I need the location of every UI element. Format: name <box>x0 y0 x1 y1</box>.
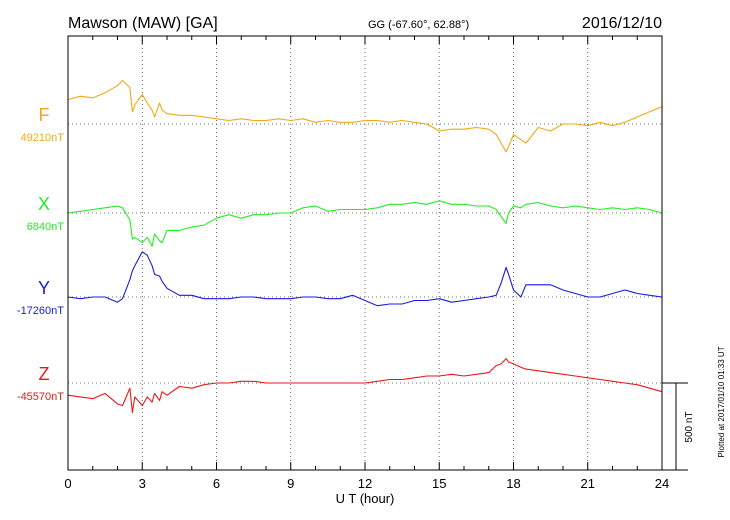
grid-lines <box>67 36 663 470</box>
station-title: Mawson (MAW) [GA] <box>68 15 218 32</box>
series-line-x <box>67 200 663 247</box>
series-name-x: X <box>38 194 50 214</box>
series-baseline-f: 49210nT <box>21 132 65 144</box>
series-line-f <box>67 79 663 153</box>
scale-bar: 500 nT <box>662 382 695 471</box>
station-coords: GG (-67.60°, 62.88°) <box>368 19 469 31</box>
scale-bar-label: 500 nT <box>684 411 695 442</box>
x-tick-label: 0 <box>64 476 71 491</box>
x-tick-label: 6 <box>213 476 220 491</box>
plotted-timestamp: Plotted at 2017/01/10 01:33 UT <box>717 346 726 457</box>
x-tick-label: 9 <box>287 476 294 491</box>
series-line-y <box>67 251 663 307</box>
x-tick-label: 21 <box>581 476 595 491</box>
series-name-y: Y <box>38 278 50 298</box>
series-baseline-y: -17260nT <box>17 305 64 317</box>
x-tick-label: 18 <box>506 476 520 491</box>
x-axis-label: U T (hour) <box>336 491 395 506</box>
x-tick-labels: 0 3 6 9 12 15 18 21 24 <box>64 476 669 491</box>
series-baseline-z: -45570nT <box>17 391 64 403</box>
series-line-z <box>67 358 663 414</box>
x-tick-label: 12 <box>358 476 372 491</box>
plot-date: 2016/12/10 <box>582 15 662 32</box>
x-tick-label: 24 <box>655 476 669 491</box>
x-tick-label: 3 <box>139 476 146 491</box>
plot-frame <box>67 35 663 471</box>
x-tick-label: 15 <box>432 476 446 491</box>
series-name-z: Z <box>39 364 50 384</box>
series-name-f: F <box>39 105 50 125</box>
series-labels: F 49210nT X 6840nT Y -17260nT Z -45570nT <box>17 105 64 403</box>
series-traces <box>67 79 663 414</box>
series-baseline-x: 6840nT <box>27 221 65 233</box>
